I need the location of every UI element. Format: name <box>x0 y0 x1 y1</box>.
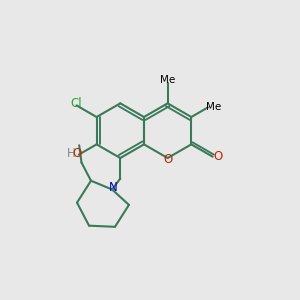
Text: Cl: Cl <box>71 97 82 110</box>
Text: O: O <box>213 150 223 163</box>
Text: O: O <box>163 153 172 166</box>
Text: H: H <box>67 147 76 160</box>
Text: O: O <box>73 147 82 160</box>
Text: Me: Me <box>160 75 175 85</box>
Text: Me: Me <box>206 102 221 112</box>
Text: N: N <box>109 182 118 194</box>
